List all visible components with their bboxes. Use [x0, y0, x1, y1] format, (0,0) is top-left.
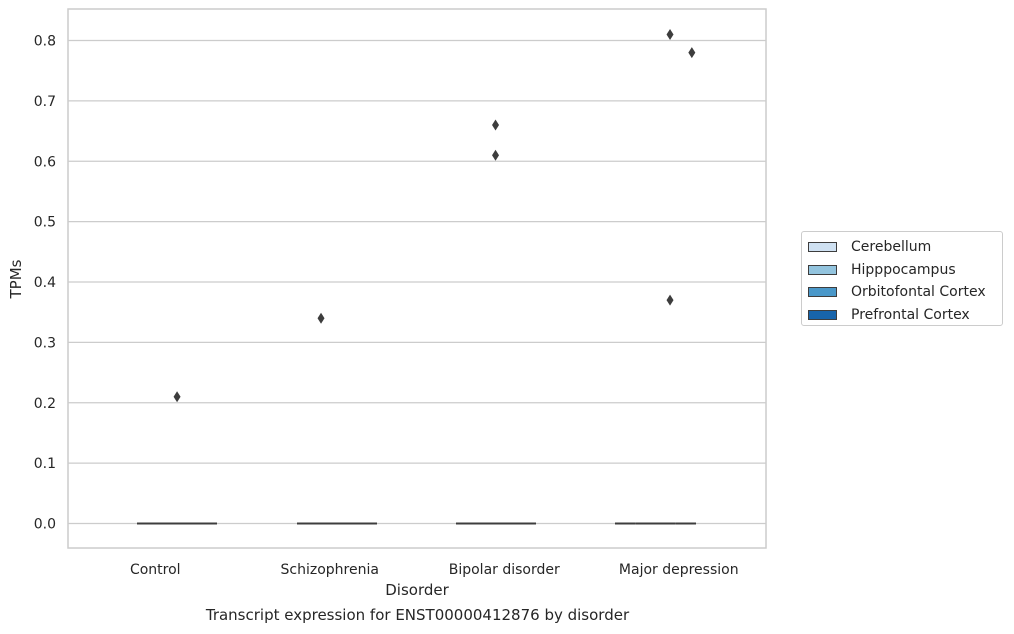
legend-item: Hipppocampus	[808, 259, 1002, 282]
y-tick-label: 0.6	[34, 154, 56, 170]
legend: Cerebellum Hipppocampus Orbitofontal Corte…	[801, 231, 1003, 326]
outlier-points	[173, 28, 696, 403]
legend-swatch	[808, 264, 837, 275]
figure-caption: Transcript expression for ENST0000041287…	[205, 606, 630, 624]
outlier-point	[492, 119, 500, 131]
legend-swatch	[808, 309, 837, 320]
x-tick-label: Major depression	[619, 562, 739, 578]
y-tick-label: 0.5	[34, 215, 56, 231]
legend-swatch	[808, 242, 837, 253]
x-tick-label: Bipolar disorder	[449, 562, 560, 578]
y-tick-label: 0.7	[34, 94, 56, 110]
legend-item: Orbitofontal Cortex	[808, 281, 1002, 304]
legend-label: Prefrontal Cortex	[851, 306, 970, 323]
legend-label: Cerebellum	[851, 239, 932, 256]
legend-item: Cerebellum	[808, 236, 1002, 259]
outlier-point	[317, 312, 325, 324]
y-tick-label: 0.2	[34, 396, 56, 412]
outlier-point	[492, 149, 500, 161]
outlier-point	[688, 47, 696, 59]
x-tick-label: Control	[130, 562, 181, 578]
y-tick-labels: 0.0 0.1 0.2 0.3 0.4 0.5 0.6 0.7 0.8	[34, 34, 56, 533]
legend-label: Orbitofontal Cortex	[851, 284, 986, 301]
y-tick-label: 0.8	[34, 34, 56, 50]
outlier-point	[173, 391, 181, 403]
y-tick-label: 0.0	[34, 517, 56, 533]
legend-item: Prefrontal Cortex	[808, 304, 1002, 327]
outlier-point	[666, 294, 674, 306]
x-axis-label: Disorder	[385, 581, 449, 599]
y-tick-label: 0.3	[34, 335, 56, 351]
y-tick-label: 0.4	[34, 275, 56, 291]
y-axis-label: TPMs	[7, 259, 25, 299]
gridlines	[68, 39, 766, 525]
outlier-point	[666, 28, 674, 40]
legend-label: Hipppocampus	[851, 261, 956, 278]
x-tick-labels: Control Schizophrenia Bipolar disorder Majo…	[130, 562, 739, 578]
y-tick-label: 0.1	[34, 456, 56, 472]
x-tick-label: Schizophrenia	[281, 562, 379, 578]
legend-swatch	[808, 287, 837, 298]
plot-frame	[67, 8, 767, 549]
